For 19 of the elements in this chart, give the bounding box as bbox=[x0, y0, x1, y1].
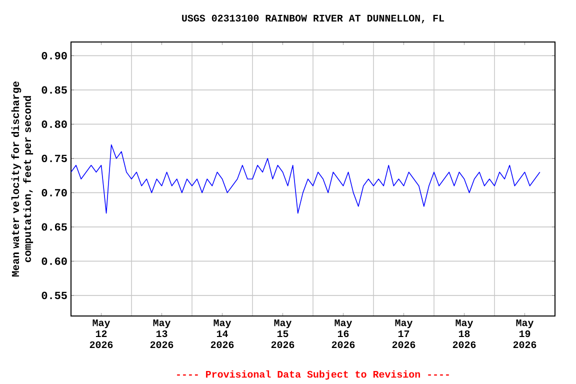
x-tick-label: May 13 2026 bbox=[150, 320, 174, 348]
y-tick-label: 0.90 bbox=[42, 52, 67, 60]
x-tick-label: May 14 2026 bbox=[210, 320, 234, 348]
x-tick-label: May 15 2026 bbox=[271, 320, 294, 348]
text: ---- Provisional Data Subject to Revision ---- bbox=[177, 370, 449, 380]
y-tick-label: 0.80 bbox=[42, 120, 67, 128]
y-tick-label: 0.75 bbox=[42, 154, 67, 162]
x-tick-label: May 17 2026 bbox=[392, 320, 416, 348]
x-tick-label: May 16 2026 bbox=[332, 320, 355, 348]
y-tick-label: 0.60 bbox=[42, 257, 67, 265]
y-tick-label: 0.65 bbox=[42, 223, 67, 231]
x-tick-label: May 18 2026 bbox=[452, 320, 476, 348]
y-tick-label: 0.55 bbox=[42, 292, 67, 300]
y-tick-label: 0.85 bbox=[42, 86, 67, 94]
x-tick-label: May 12 2026 bbox=[90, 320, 113, 348]
chart-title: USGS 02313100 RAINBOW RIVER AT DUNNELLON, FL bbox=[182, 14, 444, 24]
y-axis-title: Mean water velocity for discharge computation, feet per second bbox=[11, 82, 34, 276]
y-tick-label: 0.70 bbox=[42, 188, 67, 196]
x-tick-label: May 19 2026 bbox=[513, 320, 536, 348]
